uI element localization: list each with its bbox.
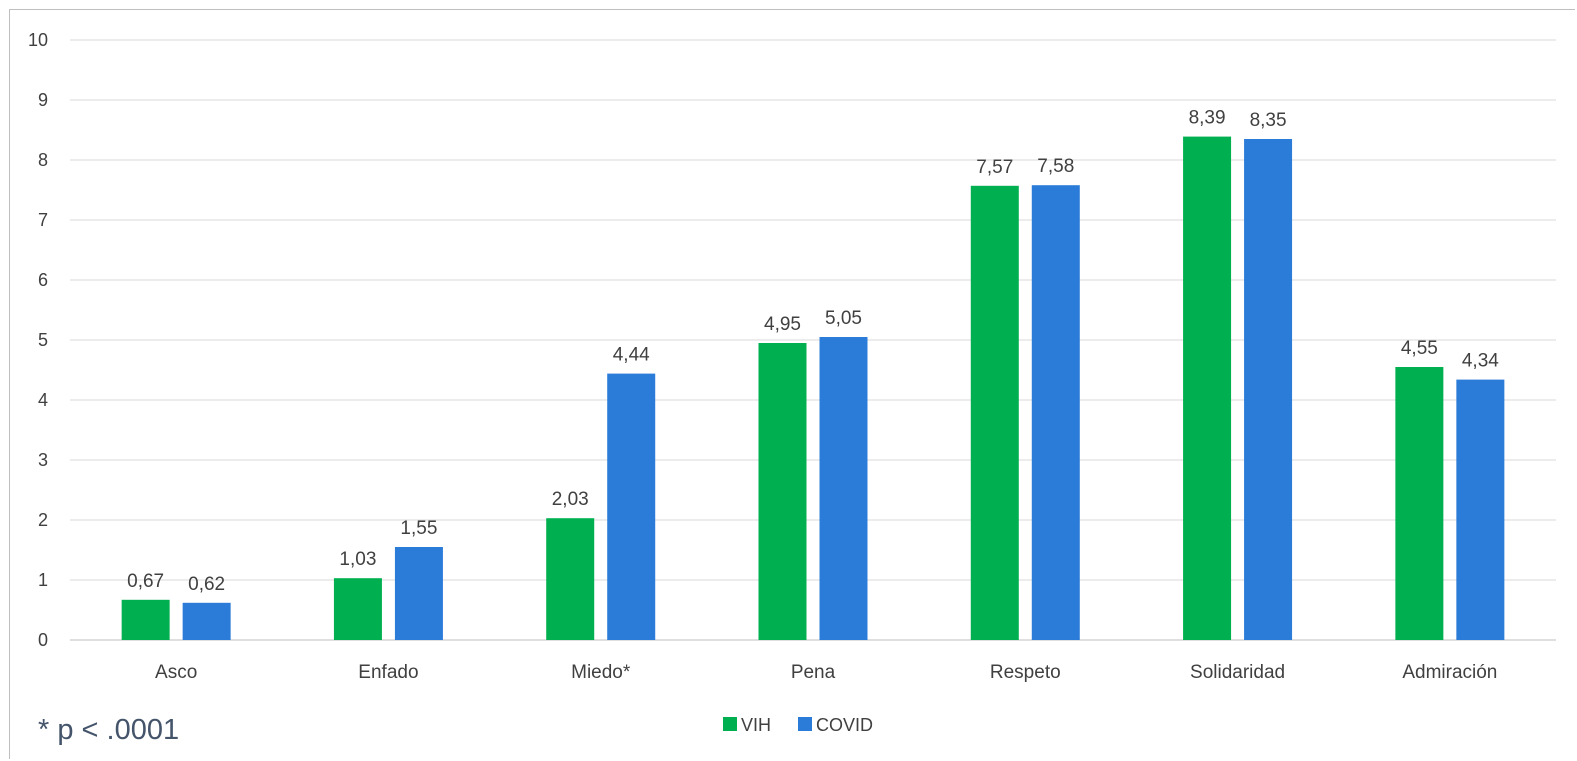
category-label: Miedo*: [571, 662, 631, 683]
bars: [121, 136, 1505, 641]
bar-vih: [758, 343, 807, 640]
data-label: 2,03: [552, 489, 589, 510]
y-tick-label: 3: [38, 450, 48, 470]
gridlines: [70, 39, 1556, 641]
y-tick-label: 4: [38, 390, 48, 410]
y-tick-label: 2: [38, 510, 48, 530]
category-label: Pena: [791, 662, 836, 683]
data-label: 8,39: [1189, 108, 1226, 129]
bar-vih: [970, 185, 1019, 641]
data-label: 1,03: [339, 549, 376, 570]
data-label: 8,35: [1250, 110, 1287, 131]
legend-swatch-vih: [723, 717, 737, 731]
bar-vih: [546, 518, 595, 640]
y-tick-label: 5: [38, 330, 48, 350]
bar-covid: [1456, 379, 1505, 640]
data-label: 5,05: [825, 308, 862, 329]
bar-vih: [1395, 367, 1444, 640]
category-label: Solidaridad: [1190, 662, 1285, 683]
y-tick-label: 0: [38, 630, 48, 650]
y-axis-ticks: 0 1 2 3 4 5 6 7 8 9 10: [28, 30, 48, 650]
legend-label: COVID: [816, 715, 873, 735]
data-label: 4,95: [764, 314, 801, 335]
data-label: 0,62: [188, 574, 225, 595]
y-tick-label: 9: [38, 90, 48, 110]
y-tick-label: 1: [38, 570, 48, 590]
bar-covid: [394, 547, 443, 640]
data-label: 7,57: [976, 157, 1013, 178]
y-tick-label: 8: [38, 150, 48, 170]
category-label: Respeto: [990, 662, 1061, 683]
data-labels: 0,67 0,62 1,03 1,55 2,03 4,44 4,95 5,05 7,57 7,58…: [127, 108, 1499, 595]
data-label: 0,67: [127, 571, 164, 592]
y-tick-label: 7: [38, 210, 48, 230]
significance-note: * p < .0001: [38, 714, 179, 746]
category-label: Asco: [155, 662, 197, 683]
bar-covid: [1244, 139, 1293, 640]
chart-frame: [9, 9, 1575, 759]
data-label: 4,44: [613, 345, 650, 366]
data-label: 4,55: [1401, 338, 1438, 359]
bar-vih: [1183, 136, 1232, 640]
category-labels: Asco Enfado Miedo* Pena Respeto Solidaridad Ad…: [155, 662, 1497, 683]
bar-vih: [121, 599, 170, 640]
category-label: Enfado: [358, 662, 418, 683]
legend-swatch-covid: [798, 717, 812, 731]
data-label: 1,55: [400, 518, 437, 539]
category-label: Admiración: [1402, 662, 1497, 683]
data-label: 7,58: [1037, 156, 1074, 177]
y-tick-label: 6: [38, 270, 48, 290]
legend: VIH COVID: [723, 715, 873, 735]
legend-label: VIH: [741, 715, 771, 735]
y-tick-label: 10: [28, 30, 48, 50]
bar-vih: [333, 578, 382, 640]
data-label: 4,34: [1462, 351, 1499, 372]
bar-covid: [607, 373, 656, 640]
bar-covid: [1031, 185, 1080, 640]
bar-covid: [819, 337, 868, 640]
bar-covid: [182, 602, 231, 640]
